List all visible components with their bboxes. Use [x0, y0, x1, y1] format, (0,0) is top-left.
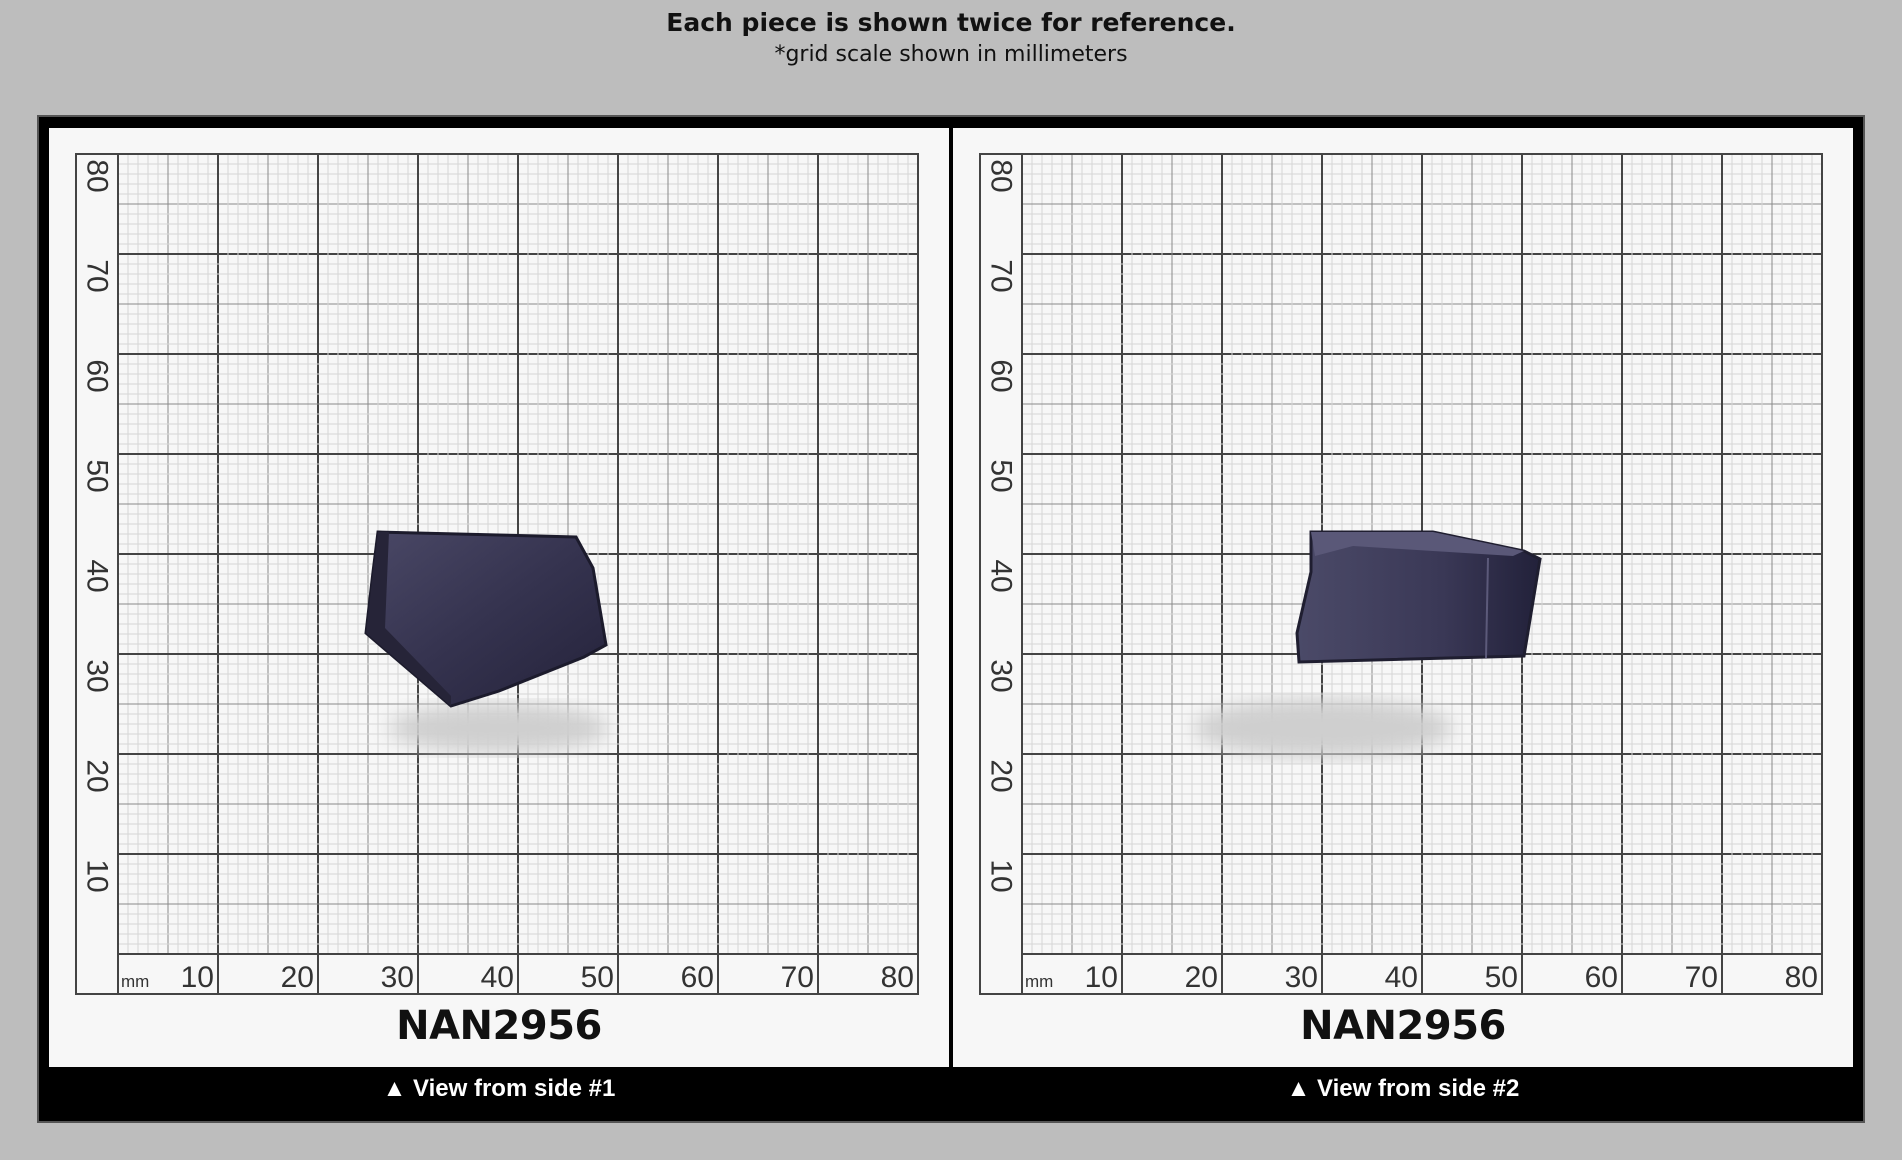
x-tick-label: 50: [581, 961, 614, 994]
unit-label: mm: [121, 972, 149, 991]
y-tick-label: 50: [985, 459, 1018, 492]
y-tick-label: 30: [985, 659, 1018, 692]
grid-border: [75, 153, 919, 995]
x-tick-label: 10: [1085, 961, 1118, 994]
specimen-code: NAN2956: [1300, 1003, 1506, 1049]
grid-border: [979, 153, 1823, 995]
y-tick-label: 50: [81, 459, 114, 492]
y-tick-label: 60: [985, 359, 1018, 392]
y-tick-label: 80: [985, 159, 1018, 192]
y-tick-label: 70: [81, 259, 114, 292]
y-tick-label: 20: [985, 759, 1018, 792]
y-tick-label: 40: [985, 559, 1018, 592]
panel-side-2: mm 10 20 30 40 50 60 70 80 80 70 60 50 40 30 20 10 NAN29…: [953, 128, 1853, 1067]
caption-side-2: ▲ View from side #2: [1286, 1075, 1520, 1102]
x-tick-label: 10: [181, 961, 214, 994]
x-tick-label: 50: [1485, 961, 1518, 994]
x-tick-label: 40: [1385, 961, 1418, 994]
unit-label: mm: [1025, 972, 1053, 991]
y-tick-label: 10: [985, 859, 1018, 892]
x-tick-label: 20: [281, 961, 314, 994]
x-tick-label: 60: [681, 961, 714, 994]
y-tick-label: 10: [81, 859, 114, 892]
specimen-side-1: [364, 530, 609, 753]
x-tick-label: 80: [881, 961, 914, 994]
x-tick-label: 60: [1585, 961, 1618, 994]
page-subtitle: *grid scale shown in millimeters: [774, 42, 1128, 67]
y-tick-label: 60: [81, 359, 114, 392]
y-tick-label: 70: [985, 259, 1018, 292]
specimen-side-2: [1193, 530, 1542, 758]
x-tick-label: 30: [381, 961, 414, 994]
panel-side-1: mm 10 20 30 40 50 60 70 80 80 70 60 50 40 30 20 10 NAN29…: [49, 128, 949, 1067]
x-tick-label: 80: [1785, 961, 1818, 994]
y-tick-label: 80: [81, 159, 114, 192]
mm-grid: mm 10 20 30 40 50 60 70 80 80 70 60 50 40 30 20 10: [979, 153, 1823, 995]
x-tick-label: 30: [1285, 961, 1318, 994]
x-tick-label: 40: [481, 961, 514, 994]
y-tick-label: 20: [81, 759, 114, 792]
y-tick-label: 40: [81, 559, 114, 592]
page-title: Each piece is shown twice for reference.: [666, 8, 1236, 37]
x-tick-label: 20: [1185, 961, 1218, 994]
specimen-code: NAN2956: [396, 1003, 602, 1049]
caption-side-1: ▲ View from side #1: [382, 1075, 616, 1102]
y-tick-label: 30: [81, 659, 114, 692]
x-tick-label: 70: [781, 961, 814, 994]
photo-frame: mm 10 20 30 40 50 60 70 80 80 70 60 50 40 30 20 10 NAN29…: [37, 115, 1865, 1123]
x-tick-label: 70: [1685, 961, 1718, 994]
